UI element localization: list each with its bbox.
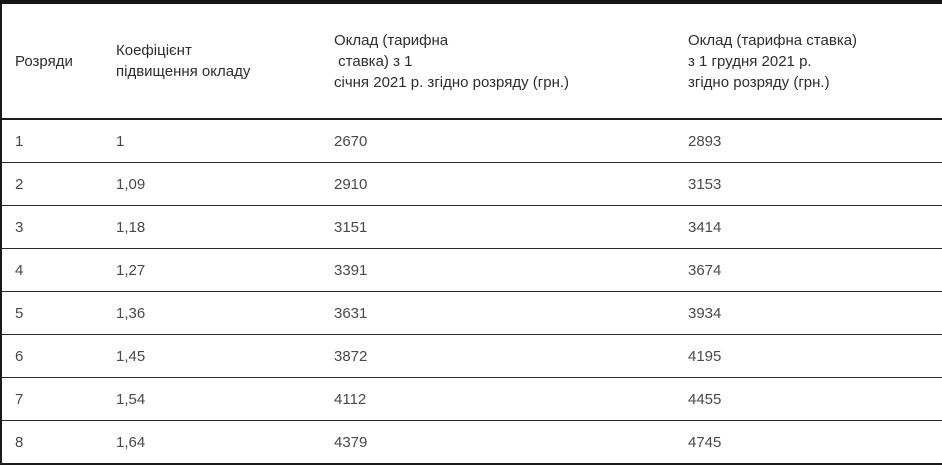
cell-coefficient: 1,09 [103,162,321,206]
cell-grade: 8 [15,433,24,451]
cell-salary-jan: 3631 [321,291,675,335]
cell-salary-jan: 3391 [321,248,675,292]
cell-salary-jan: 4112 [321,377,675,421]
table-row: 1 1 2670 2893 [1,119,942,163]
cell-grade: 2 [1,162,103,206]
cell-salary-dec: 3414 [675,205,942,249]
cell-coefficient: 1,54 [103,377,321,421]
cell-coefficient: 1,64 [116,433,146,451]
table-body: 1 1 2670 2893 2 1,09 2910 3153 3 1,18 31… [1,119,942,464]
header-row: Розряди Коефіцієнт підвищення окладу Окл… [1,2,942,120]
cell-salary-jan: 2670 [321,119,675,163]
column-header-grade: Розряди [1,2,103,120]
cell-grade: 7 [1,377,103,421]
cell-coefficient: 1,36 [103,291,321,335]
table-row: 3 1,18 3151 3414 [1,205,942,249]
table-row: 4 1,27 3391 3674 [1,248,942,292]
column-header-coefficient: Коефіцієнт підвищення окладу [103,2,321,120]
cell-coefficient: 1 [103,119,321,163]
cell-salary-dec: 4455 [675,377,942,421]
cell-coefficient: 1,45 [103,334,321,378]
cell-salary-dec: 3153 [675,162,942,206]
cell-grade: 3 [1,205,103,249]
column-header-salary-dec: Оклад (тарифна ставка) з 1 грудня 2021 р… [675,2,942,120]
table-row: 7 1,54 4112 4455 [1,377,942,421]
table-row: 5 1,36 3631 3934 [1,291,942,335]
cell-salary-jan: 4379 [334,433,368,451]
cell-salary-dec: 3674 [675,248,942,292]
cell-coefficient: 1,18 [103,205,321,249]
cell-salary-dec: 2893 [675,119,942,163]
column-header-salary-jan: Оклад (тарифна ставка) з 1 січня 2021 р.… [321,2,675,120]
table-header: Розряди Коефіцієнт підвищення окладу Окл… [1,2,942,120]
cell-grade: 1 [1,119,103,163]
cell-salary-jan: 3872 [321,334,675,378]
cell-salary-jan: 3151 [321,205,675,249]
table-row: 6 1,45 3872 4195 [1,334,942,378]
cell-grade: 5 [1,291,103,335]
cell-coefficient: 1,27 [103,248,321,292]
cell-salary-jan: 2910 [321,162,675,206]
table-row: 2 1,09 2910 3153 [1,162,942,206]
cell-salary-dec: 4195 [675,334,942,378]
cell-grade: 6 [1,334,103,378]
cell-grade: 4 [1,248,103,292]
cell-salary-dec: 4745 [688,433,722,451]
cell-salary-dec: 3934 [675,291,942,335]
table-row: 8 1,64 4379 4745 [1,421,942,465]
